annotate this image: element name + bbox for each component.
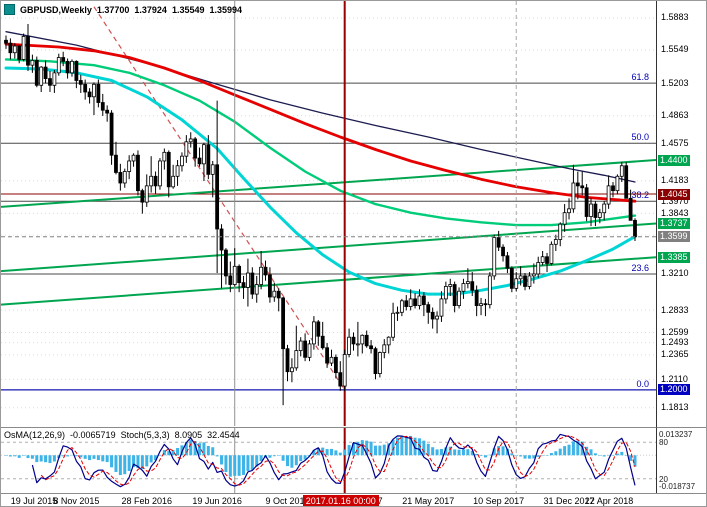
price-axis[interactable]: 1.5883 1.5549 1.5203 1.4863 1.4575 1.4400 1.41… bbox=[656, 1, 706, 427]
candlestick-series bbox=[4, 23, 637, 406]
time-axis-label: 28 Feb 2016 bbox=[121, 496, 173, 506]
price-axis-label: 1.2365 bbox=[661, 349, 689, 360]
high-value: 1.37924 bbox=[134, 4, 167, 15]
horizontal-lines[interactable] bbox=[1, 193, 656, 391]
time-axis-label: 10 Sep 2017 bbox=[473, 496, 525, 506]
indicator-panel[interactable]: OsMA(12,26,9) -0.0065719 Stoch(5,3,3) 8.… bbox=[1, 427, 656, 493]
main-chart[interactable]: 61.8 50.0 38.2 23.6 0.0 GBPUSD,Weekly 1.3770… bbox=[1, 1, 656, 426]
symbol-period-label: GBPUSD,Weekly bbox=[20, 4, 92, 15]
price-level-badge: 1.3599 bbox=[658, 231, 690, 243]
osma-histogram bbox=[4, 435, 637, 477]
price-axis-label: 1.2599 bbox=[661, 327, 689, 337]
price-level-badge: 1.4045 bbox=[658, 188, 690, 200]
time-axis-label: 19 Jul 2015 bbox=[10, 496, 58, 506]
price-axis-label: 1.3970 bbox=[661, 195, 689, 206]
fib-baseline bbox=[93, 6, 346, 391]
close-value: 1.35994 bbox=[209, 4, 243, 15]
ma-long-navy bbox=[5, 31, 636, 183]
indicator-canvas bbox=[1, 428, 656, 493]
price-axis-label: 1.5549 bbox=[661, 44, 689, 55]
time-axis-label: 22 Apr 2018 bbox=[584, 496, 634, 506]
chart-icon bbox=[4, 4, 15, 15]
price-level-badge: 1.3737 bbox=[658, 218, 690, 229]
fib-level-label: 61.8 bbox=[631, 72, 649, 82]
trendlines[interactable] bbox=[1, 159, 656, 306]
indicator-vertical-lines bbox=[234, 428, 517, 493]
price-level-badge: 1.2000 bbox=[658, 384, 690, 396]
fib-level-label: 23.6 bbox=[631, 263, 649, 273]
indicator-axis-upper-level: 80 bbox=[659, 438, 668, 448]
main-chart-canvas: 61.8 50.0 38.2 23.6 0.0 bbox=[1, 1, 656, 426]
price-axis-label: 1.5203 bbox=[661, 77, 689, 88]
price-axis-label: 1.3843 bbox=[661, 207, 689, 218]
time-axis-label: 19 Jun 2016 bbox=[192, 496, 242, 506]
indicator-axis-min: -0.018737 bbox=[659, 482, 696, 491]
price-axis-label: 1.2110 bbox=[661, 373, 688, 384]
time-axis-label: 21 May 2017 bbox=[402, 496, 455, 506]
indicator-axis-lower-level: 20 bbox=[659, 474, 668, 484]
price-axis-label: 1.5883 bbox=[661, 12, 689, 23]
ma-fast-cyan bbox=[4, 66, 637, 296]
price-axis-label: 1.2493 bbox=[661, 337, 689, 348]
indicator-label: OsMA(12,26,9) -0.0065719 Stoch(5,3,3) 8.… bbox=[4, 430, 240, 440]
price-level-badge: 1.3385 bbox=[658, 251, 690, 263]
stoch-main-value: 8.0905 bbox=[174, 430, 203, 440]
indicator-axis-max: 0.013237 bbox=[659, 430, 693, 439]
stoch-signal-value: 32.4544 bbox=[207, 430, 240, 440]
time-axis-label: 8 Nov 2015 bbox=[53, 496, 100, 506]
selected-time-badge: 2017.01.16 00:00 bbox=[302, 495, 379, 506]
moving-averages bbox=[4, 31, 637, 296]
time-axis[interactable]: 19 Jul 2015 8 Nov 2015 28 Feb 2016 19 Jun 2… bbox=[1, 493, 706, 506]
low-value: 1.35549 bbox=[171, 4, 205, 15]
price-axis-label: 1.1813 bbox=[661, 402, 689, 413]
fib-level-label: 0.0 bbox=[636, 379, 649, 389]
price-axis-label: 1.3210 bbox=[661, 268, 689, 279]
open-value: 1.37700 bbox=[96, 4, 130, 15]
osma-label: OsMA(12,26,9) bbox=[4, 430, 66, 440]
price-axis-label: 1.4863 bbox=[661, 110, 689, 121]
ma-slow-red bbox=[4, 42, 637, 203]
stoch-label: Stoch(5,3,3) bbox=[120, 430, 170, 440]
chart-title: GBPUSD,Weekly 1.37700 1.37924 1.35549 1.… bbox=[4, 4, 242, 15]
price-axis-label: 1.4575 bbox=[661, 137, 689, 148]
time-axis-label: 9 Oct 2016 bbox=[265, 496, 310, 506]
price-level-badge: 1.4400 bbox=[658, 154, 690, 166]
stochastic-lines bbox=[31, 433, 636, 488]
time-axis-label: 31 Dec 2017 bbox=[543, 496, 595, 506]
ma-mid-green bbox=[4, 58, 637, 227]
osma-value: -0.0065719 bbox=[70, 430, 116, 440]
indicator-axis: 0.013237 80 20 -0.018737 bbox=[656, 427, 706, 493]
price-axis-label: 1.2833 bbox=[661, 304, 689, 315]
fib-level-label: 38.2 bbox=[631, 190, 649, 200]
fib-level-label: 50.0 bbox=[631, 132, 649, 142]
price-axis-label: 1.4183 bbox=[661, 175, 689, 186]
